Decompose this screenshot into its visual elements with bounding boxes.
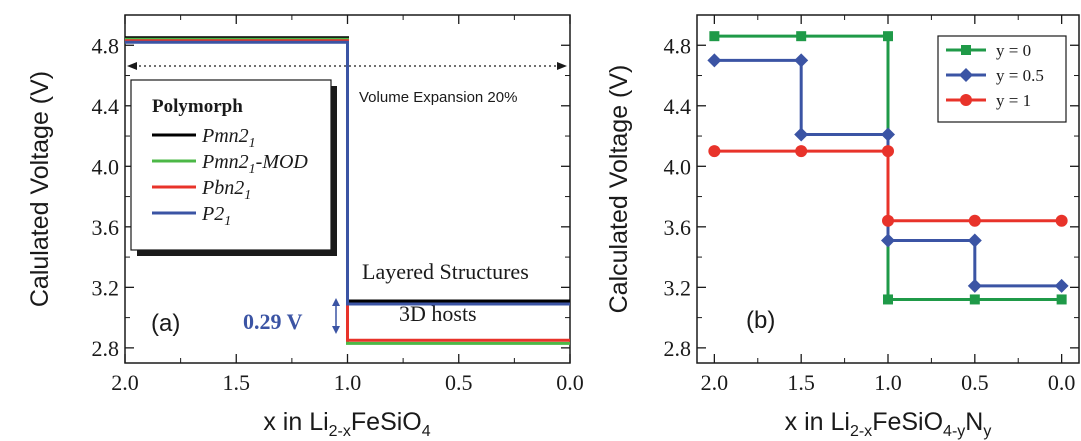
y-tick-label: 4.0: [664, 154, 692, 179]
y-tick-label: 3.2: [92, 275, 120, 300]
legend-a-label: Pmn21-MOD: [201, 151, 308, 177]
arrow-head-left: [127, 62, 137, 70]
y-tick-label: 2.8: [92, 336, 120, 361]
legend-b-label: y = 0.5: [996, 66, 1044, 85]
marker-diamond: [881, 233, 895, 248]
xlabel-b-prefix: x in Li: [785, 408, 850, 436]
y-tick-label: 3.2: [664, 275, 692, 300]
legend-a-label: P21: [201, 203, 231, 229]
gap-arrow-head-bottom: [332, 326, 340, 334]
marker-diamond: [794, 53, 809, 68]
layered-structures-label: Layered Structures: [362, 259, 529, 284]
marker-circle: [1055, 214, 1068, 227]
legend-a-title: Polymorph: [152, 96, 243, 117]
xlabel-b-suffix: N: [965, 408, 983, 436]
marker-circle: [960, 94, 972, 106]
marker-square: [883, 294, 893, 305]
panel-b-ticks: 2.8 3.2 3.6 4.0 4.4 4.8 2.0 1.5 1.0 0.5 0.0: [664, 15, 1079, 395]
panel-a-ticks: 2.8 3.2 3.6 4.0 4.4 4.8 2.0 1.5 1.0 0.5 0.0: [92, 15, 584, 395]
x-tick-label: 1.0: [874, 370, 902, 395]
volume-expansion-label: Volume Expansion 20%: [359, 89, 517, 106]
legend-a-box: [130, 79, 332, 251]
panel-b-x-axis-title: x in Li2-xFeSiO4-yNy: [785, 408, 992, 440]
y-tick-label: 4.4: [92, 94, 120, 119]
marker-square: [709, 31, 720, 42]
marker-square: [961, 45, 971, 55]
series-line-3: [125, 40, 570, 306]
3d-hosts-label: 3D hosts: [399, 301, 477, 326]
panel-b-y-axis-title: Calculated Voltage (V): [605, 65, 633, 314]
panel-b: 2.83.23.64.04.44.82.0 1.5 1.0 0.5 0.0 y = 0y…: [605, 14, 1080, 440]
marker-diamond: [967, 278, 982, 293]
xlabel-b-mid: FeSiO: [872, 408, 943, 436]
xlabel-b-sub1: 2-x: [850, 423, 872, 440]
x-tick-label: 1.0: [334, 370, 362, 395]
legend-a-label: Pmn21: [201, 125, 256, 151]
y-tick-label: 4.4: [664, 94, 692, 119]
marker-square: [969, 294, 980, 305]
marker-diamond: [959, 68, 973, 82]
panel-a-series: [125, 36, 570, 345]
x-tick-label: 0.0: [556, 370, 584, 395]
x-tick-label: 0.0: [1048, 370, 1076, 395]
marker-circle: [968, 214, 981, 227]
xlabel-a-mid: FeSiO: [351, 408, 422, 436]
legend-b-entries: y = 0 y = 0.5 y = 1: [946, 41, 1044, 110]
marker-diamond: [967, 233, 982, 248]
marker-circle: [795, 145, 808, 158]
legend-b-label: y = 0: [996, 41, 1031, 60]
legend-b-label: y = 1: [996, 91, 1031, 110]
y-tick-label: 3.6: [92, 215, 120, 240]
xlabel-a-sub1: 2-x: [329, 423, 351, 440]
x-tick-label: 0.5: [445, 370, 473, 395]
x-tick-label: 1.5: [787, 370, 815, 395]
voltage-gap-label: 0.29 V: [243, 309, 303, 334]
y-tick-label: 4.8: [664, 33, 692, 58]
x-tick-label: 0.5: [961, 370, 989, 395]
panel-a: 2.8 3.2 3.6 4.0 4.4 4.8 2.0 1.5 1.0 0.5 0.0 Polymo…: [26, 14, 584, 440]
series-line-2: [714, 149, 1062, 223]
y-tick-label: 3.6: [664, 215, 692, 240]
xlabel-b-sub2: 4-y: [943, 423, 965, 440]
marker-circle: [708, 145, 721, 158]
xlabel-b-sub3: y: [983, 423, 991, 440]
marker-square: [883, 31, 893, 42]
marker-circle: [882, 214, 894, 227]
panel-a-label: (a): [151, 310, 180, 337]
marker-diamond: [881, 127, 895, 142]
marker-diamond: [707, 53, 722, 68]
panel-b-series: [707, 31, 1069, 305]
xlabel-a-prefix: x in Li: [263, 408, 328, 436]
xlabel-a-sub2: 4: [422, 423, 431, 440]
marker-square: [796, 31, 807, 42]
x-tick-label: 1.5: [223, 370, 251, 395]
panel-a-y-axis-title: Calulated Voltage (V): [26, 71, 54, 307]
x-tick-label: 2.0: [111, 370, 139, 395]
legend-a-label: Pbn21: [201, 177, 251, 203]
y-tick-label: 4.0: [92, 154, 120, 179]
panel-a-x-axis-title: x in Li2-xFeSiO4: [263, 408, 430, 440]
marker-square: [1056, 294, 1067, 305]
y-tick-label: 2.8: [664, 336, 692, 361]
y-tick-label: 4.8: [92, 33, 120, 58]
marker-diamond: [1054, 278, 1069, 293]
marker-diamond: [794, 127, 809, 142]
gap-arrow-head-top: [332, 298, 340, 306]
arrow-head-right: [557, 62, 567, 70]
x-tick-label: 2.0: [701, 370, 729, 395]
marker-circle: [882, 145, 894, 158]
panel-b-label: (b): [746, 307, 775, 334]
